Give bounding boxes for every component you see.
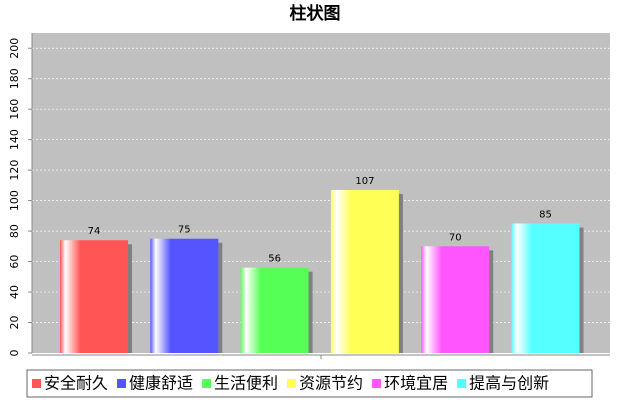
legend-label: 安全耐久 bbox=[44, 374, 108, 393]
value-label: 56 bbox=[268, 254, 281, 265]
legend-swatch bbox=[287, 379, 297, 388]
bar bbox=[330, 189, 399, 353]
value-label: 75 bbox=[178, 225, 191, 236]
value-label: 74 bbox=[88, 226, 101, 237]
bar bbox=[150, 238, 219, 353]
legend-label: 资源节约 bbox=[299, 374, 363, 393]
y-tick-label: 120 bbox=[8, 160, 21, 181]
bar bbox=[60, 240, 128, 353]
y-tick-label: 200 bbox=[8, 38, 21, 59]
y-tick-label: 140 bbox=[8, 129, 21, 150]
legend-label: 提高与创新 bbox=[469, 374, 549, 393]
chart-title: 柱状图 bbox=[290, 3, 341, 24]
value-label: 107 bbox=[355, 176, 374, 187]
legend-swatch bbox=[32, 379, 41, 388]
y-tick-label: 0 bbox=[8, 350, 21, 357]
legend-swatch bbox=[457, 379, 467, 388]
legend-swatch bbox=[202, 379, 212, 388]
y-tick-label: 20 bbox=[8, 316, 21, 330]
legend-label: 健康舒适 bbox=[129, 374, 193, 393]
y-tick-label: 100 bbox=[8, 190, 21, 211]
y-tick-label: 160 bbox=[8, 99, 21, 120]
y-tick-label: 60 bbox=[8, 255, 21, 269]
bar bbox=[511, 223, 580, 353]
value-label: 85 bbox=[539, 209, 552, 220]
y-tick-label: 40 bbox=[8, 285, 21, 299]
legend-label: 环境宜居 bbox=[384, 374, 448, 393]
legend-label: 生活便利 bbox=[214, 374, 278, 393]
legend-swatch bbox=[372, 379, 382, 388]
bar bbox=[240, 267, 309, 353]
bar bbox=[421, 246, 490, 353]
y-tick-label: 80 bbox=[8, 224, 21, 238]
value-label: 70 bbox=[449, 232, 462, 243]
legend-swatch bbox=[117, 379, 127, 388]
y-tick-label: 180 bbox=[8, 68, 21, 89]
